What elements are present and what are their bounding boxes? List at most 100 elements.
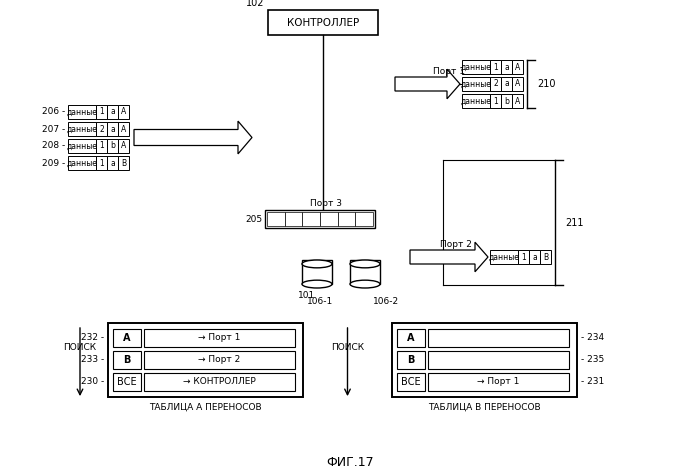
Bar bbox=[118, 105, 129, 119]
Text: → КОНТРОЛЛЕР: → КОНТРОЛЛЕР bbox=[183, 378, 256, 387]
Bar bbox=[540, 250, 551, 264]
Ellipse shape bbox=[350, 260, 380, 268]
Bar bbox=[118, 122, 129, 136]
Text: 101: 101 bbox=[298, 292, 315, 301]
Bar bbox=[501, 60, 512, 74]
Text: данные: данные bbox=[66, 159, 97, 168]
Bar bbox=[490, 94, 501, 108]
Text: ФИГ.17: ФИГ.17 bbox=[326, 455, 374, 469]
Polygon shape bbox=[395, 69, 460, 99]
Text: a: a bbox=[110, 159, 115, 168]
Text: КОНТРОЛЛЕР: КОНТРОЛЛЕР bbox=[287, 17, 359, 27]
Text: 1: 1 bbox=[99, 159, 104, 168]
Bar bbox=[107, 122, 118, 136]
Text: A: A bbox=[121, 108, 126, 117]
Text: 208 -: 208 - bbox=[42, 142, 65, 151]
Text: - 235: - 235 bbox=[581, 355, 604, 364]
Text: 207 -: 207 - bbox=[42, 125, 65, 134]
Bar bbox=[285, 212, 302, 226]
Bar bbox=[144, 329, 295, 347]
Bar bbox=[96, 139, 107, 153]
Text: - 234: - 234 bbox=[581, 334, 604, 343]
Text: 206 -: 206 - bbox=[42, 108, 65, 117]
Text: B: B bbox=[407, 355, 414, 365]
Bar bbox=[397, 329, 425, 347]
Bar bbox=[501, 94, 512, 108]
Text: A: A bbox=[515, 96, 520, 106]
Text: 209 -: 209 - bbox=[42, 159, 65, 168]
Text: 2: 2 bbox=[493, 79, 498, 89]
Bar bbox=[490, 250, 518, 264]
Bar bbox=[108, 323, 303, 397]
Text: A: A bbox=[515, 62, 520, 71]
Text: a: a bbox=[110, 108, 115, 117]
Text: b: b bbox=[110, 142, 115, 151]
Ellipse shape bbox=[350, 280, 380, 288]
Bar bbox=[118, 139, 129, 153]
Bar bbox=[428, 329, 569, 347]
Bar bbox=[529, 250, 540, 264]
Bar bbox=[518, 250, 529, 264]
Text: данные: данные bbox=[66, 108, 97, 117]
Bar bbox=[144, 373, 295, 391]
Text: Порт 3: Порт 3 bbox=[310, 199, 342, 208]
Bar bbox=[265, 210, 375, 228]
Ellipse shape bbox=[302, 280, 332, 288]
Text: b: b bbox=[504, 96, 509, 106]
Text: данные: данные bbox=[66, 142, 97, 151]
Bar bbox=[397, 373, 425, 391]
Text: → Порт 2: → Порт 2 bbox=[198, 355, 241, 364]
Polygon shape bbox=[134, 121, 252, 154]
Text: B: B bbox=[123, 355, 131, 365]
Bar bbox=[428, 351, 569, 369]
Bar bbox=[107, 139, 118, 153]
Text: - 231: - 231 bbox=[581, 378, 604, 387]
Bar bbox=[302, 260, 332, 284]
Bar bbox=[144, 351, 295, 369]
Bar bbox=[512, 60, 523, 74]
Text: A: A bbox=[121, 142, 126, 151]
Text: данные: данные bbox=[461, 96, 491, 106]
Text: 205: 205 bbox=[245, 214, 262, 224]
Bar bbox=[68, 156, 96, 170]
Text: ТАБЛИЦА А ПЕРЕНОСОВ: ТАБЛИЦА А ПЕРЕНОСОВ bbox=[149, 403, 262, 412]
Text: Порт 1: Порт 1 bbox=[433, 67, 465, 76]
Bar bbox=[320, 212, 337, 226]
Bar bbox=[337, 212, 356, 226]
Bar bbox=[462, 94, 490, 108]
Bar bbox=[268, 10, 378, 35]
Bar bbox=[512, 77, 523, 91]
Bar bbox=[68, 122, 96, 136]
Text: данные: данные bbox=[461, 79, 491, 89]
Text: 210: 210 bbox=[537, 79, 556, 89]
Text: данные: данные bbox=[489, 253, 519, 261]
Text: 230 -: 230 - bbox=[80, 378, 104, 387]
Text: данные: данные bbox=[461, 62, 491, 71]
Text: 232 -: 232 - bbox=[81, 334, 104, 343]
Text: A: A bbox=[121, 125, 126, 134]
Text: 2: 2 bbox=[99, 125, 104, 134]
Text: → Порт 1: → Порт 1 bbox=[198, 334, 241, 343]
Text: ПОИСК: ПОИСК bbox=[64, 344, 97, 353]
Bar bbox=[490, 77, 501, 91]
Text: A: A bbox=[515, 79, 520, 89]
Bar bbox=[113, 351, 141, 369]
Text: A: A bbox=[407, 333, 414, 343]
Bar bbox=[490, 60, 501, 74]
Bar bbox=[462, 77, 490, 91]
Bar bbox=[68, 139, 96, 153]
Text: 1: 1 bbox=[99, 142, 104, 151]
Text: a: a bbox=[504, 62, 509, 71]
Text: ПОИСК: ПОИСК bbox=[331, 344, 364, 353]
Bar bbox=[107, 156, 118, 170]
Text: 233 -: 233 - bbox=[80, 355, 104, 364]
Bar bbox=[302, 212, 320, 226]
Text: Порт 2: Порт 2 bbox=[440, 240, 472, 249]
Bar bbox=[350, 260, 380, 284]
Text: 211: 211 bbox=[565, 218, 584, 228]
Text: ТАБЛИЦА В ПЕРЕНОСОВ: ТАБЛИЦА В ПЕРЕНОСОВ bbox=[428, 403, 541, 412]
Text: B: B bbox=[543, 253, 548, 261]
Text: ВСЕ: ВСЕ bbox=[401, 377, 421, 387]
Text: 1: 1 bbox=[99, 108, 104, 117]
Text: 106-2: 106-2 bbox=[373, 297, 399, 306]
